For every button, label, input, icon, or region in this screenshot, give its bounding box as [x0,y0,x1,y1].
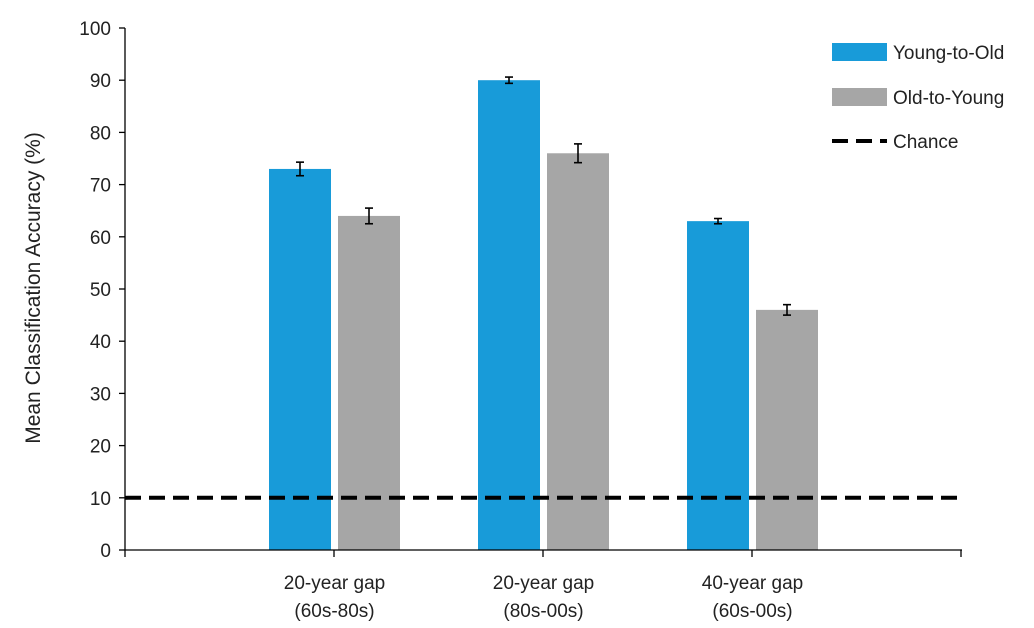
bar-young-to-old-1 [478,80,540,550]
bars [269,80,818,551]
y-axis-title: Mean Classification Accuracy (%) [22,132,45,444]
y-tick-label-80: 80 [90,123,111,144]
category-label-0-line-0: 20-year gap [284,573,385,594]
legend-label-young-to-old: Young-to-Old [893,43,1004,64]
y-tick-label-30: 30 [90,384,111,405]
x-axis-category-labels: 20-year gap (60s-80s) 20-year gap (80s-00s)… [284,573,803,622]
bar-old-to-young-0 [338,215,400,551]
y-tick-label-90: 90 [90,71,111,92]
legend-swatch-young-to-old [832,43,887,61]
legend-label-chance: Chance [893,132,959,153]
y-tick-label-60: 60 [90,228,111,249]
legend: Young-to-Old Old-to-Young Chance [832,43,1004,153]
category-label-2-line-1: (60s-00s) [712,601,792,622]
bar-young-to-old-2 [687,221,749,550]
bar-old-to-young-1 [547,153,609,550]
y-tick-label-0: 0 [100,541,111,562]
bar-old-to-young-2 [756,309,818,550]
category-label-0-line-1: (60s-80s) [294,601,374,622]
y-tick-label-40: 40 [90,332,111,353]
y-tick-label-50: 50 [90,280,111,301]
x-axis-ticks [124,550,962,557]
y-axis-tick-labels: 0 10 20 30 40 50 60 70 80 90 100 [79,19,111,562]
y-tick-label-100: 100 [79,19,111,40]
category-label-1-line-0: 20-year gap [493,573,594,594]
y-axis-ticks [119,27,125,551]
category-label-2-line-0: 40-year gap [702,573,803,594]
y-tick-label-20: 20 [90,437,111,458]
y-tick-label-10: 10 [90,489,111,510]
y-tick-label-70: 70 [90,176,111,197]
legend-swatch-old-to-young [832,88,887,106]
error-bars [296,76,791,316]
bar-young-to-old-0 [269,168,331,550]
category-label-1-line-1: (80s-00s) [503,601,583,622]
legend-label-old-to-young: Old-to-Young [893,88,1004,109]
